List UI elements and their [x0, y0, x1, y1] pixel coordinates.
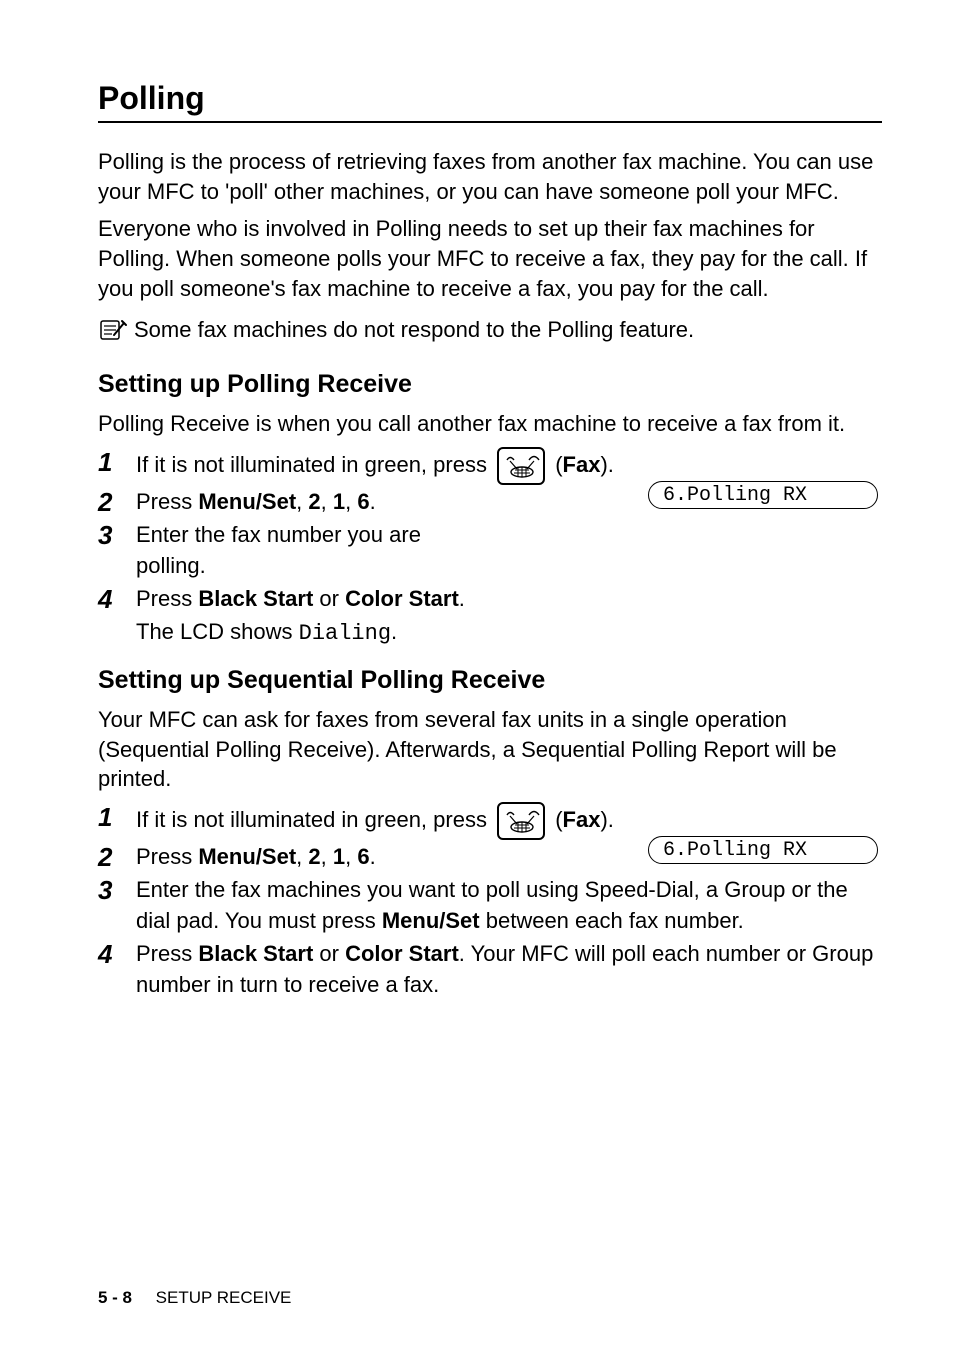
- section2-heading: Setting up Sequential Polling Receive: [98, 666, 882, 695]
- fax-mode-icon: [497, 447, 545, 485]
- section2-intro: Your MFC can ask for faxes from several …: [98, 705, 882, 794]
- intro-paragraph-1: Polling is the process of retrieving fax…: [98, 147, 882, 206]
- step-text: (: [555, 807, 562, 832]
- step-text: ,: [296, 489, 308, 514]
- fax-label: Fax: [563, 452, 601, 477]
- note-text: Some fax machines do not respond to the …: [134, 315, 694, 345]
- section1-step-4: 4 Press Black Start or Color Start.: [98, 584, 882, 615]
- title-rule: [98, 121, 882, 123]
- footer-spacer: [137, 1288, 151, 1307]
- step-number: 3: [98, 875, 136, 906]
- section2-steps: 1 If it is not illuminated in green, pre…: [98, 802, 882, 1000]
- step-number: 4: [98, 939, 136, 970]
- step-text: ).: [600, 452, 613, 477]
- step-text: The LCD shows: [136, 619, 299, 644]
- step-text: If it is not illuminated in green, press: [136, 807, 493, 832]
- fax-label: Fax: [563, 807, 601, 832]
- key-label: 6: [357, 844, 369, 869]
- key-label: 2: [308, 844, 320, 869]
- step-text: If it is not illuminated in green, press: [136, 452, 493, 477]
- step-text: between each fax number.: [480, 908, 744, 933]
- step-text: Press: [136, 844, 198, 869]
- step-text: (: [555, 452, 562, 477]
- step-number: 2: [98, 842, 136, 873]
- lcd-display-2: 6.Polling RX: [648, 836, 878, 864]
- section1-steps: 1 If it is not illuminated in green, pre…: [98, 447, 882, 615]
- section2-step-3: 3 Enter the fax machines you want to pol…: [98, 875, 882, 937]
- step-number: 1: [98, 447, 136, 478]
- step-number: 4: [98, 584, 136, 615]
- page-title: Polling: [98, 80, 882, 117]
- key-label: 1: [333, 489, 345, 514]
- color-start-label: Color Start: [345, 941, 459, 966]
- lcd-inline-text: Dialing: [299, 621, 391, 646]
- key-label: 1: [333, 844, 345, 869]
- black-start-label: Black Start: [198, 941, 313, 966]
- step-text: .: [459, 586, 465, 611]
- intro-paragraph-2: Everyone who is involved in Polling need…: [98, 214, 882, 303]
- menu-set-label: Menu/Set: [198, 844, 296, 869]
- key-label: 2: [308, 489, 320, 514]
- step-text: Enter the fax number you are polling.: [136, 520, 496, 582]
- note-row: Some fax machines do not respond to the …: [98, 315, 882, 348]
- step-text: ,: [321, 844, 333, 869]
- menu-set-label: Menu/Set: [198, 489, 296, 514]
- step-text: .: [370, 844, 376, 869]
- step-text: ,: [345, 489, 357, 514]
- color-start-label: Color Start: [345, 586, 459, 611]
- menu-set-label: Menu/Set: [382, 908, 480, 933]
- step-text: .: [391, 619, 397, 644]
- section2-step-1: 1 If it is not illuminated in green, pre…: [98, 802, 882, 840]
- lcd-display-1: 6.Polling RX: [648, 481, 878, 509]
- section1-intro: Polling Receive is when you call another…: [98, 409, 882, 439]
- section1-step-1: 1 If it is not illuminated in green, pre…: [98, 447, 882, 485]
- black-start-label: Black Start: [198, 586, 313, 611]
- section2-step-4: 4 Press Black Start or Color Start. Your…: [98, 939, 882, 1001]
- step-text: Press: [136, 489, 198, 514]
- section-name: SETUP RECEIVE: [156, 1288, 292, 1307]
- key-label: 6: [357, 489, 369, 514]
- step-text: or: [313, 941, 345, 966]
- note-icon: [98, 317, 128, 348]
- section1-step-3: 3 Enter the fax number you are polling.: [98, 520, 882, 582]
- step-text: ,: [296, 844, 308, 869]
- fax-mode-icon: [497, 802, 545, 840]
- step-number: 3: [98, 520, 136, 551]
- step-text: Press: [136, 941, 198, 966]
- step-number: 1: [98, 802, 136, 833]
- step-text: ,: [321, 489, 333, 514]
- step-text: or: [313, 586, 345, 611]
- page-footer: 5 - 8 SETUP RECEIVE: [98, 1288, 291, 1308]
- step-text: ,: [345, 844, 357, 869]
- section1-step4-sub: The LCD shows Dialing.: [136, 617, 882, 650]
- step-number: 2: [98, 487, 136, 518]
- section1-heading: Setting up Polling Receive: [98, 370, 882, 399]
- step-text: Press: [136, 586, 198, 611]
- page-number: 5 - 8: [98, 1288, 132, 1307]
- step-text: ).: [600, 807, 613, 832]
- step-text: .: [370, 489, 376, 514]
